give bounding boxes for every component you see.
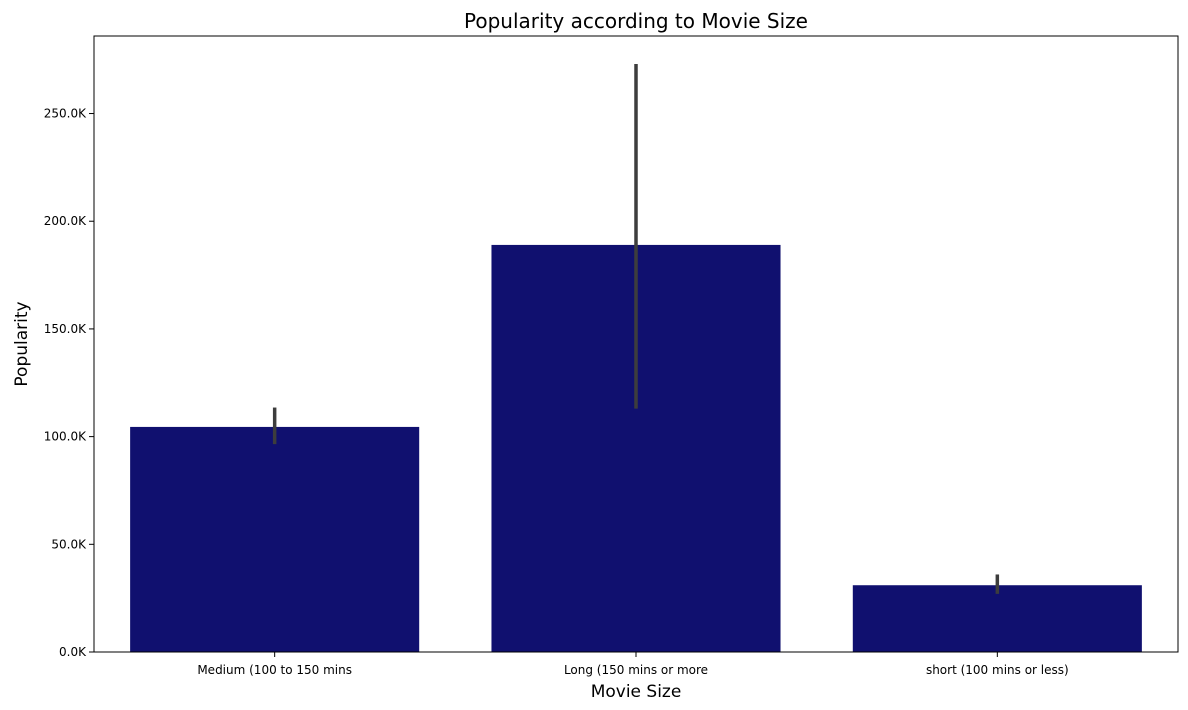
y-tick-label: 200.0K [44,214,87,228]
y-axis: 0.0K 50.0K 100.0K 150.0K 200.0K 250.0K [44,107,94,659]
error-bars-layer [272,64,1000,594]
x-axis: Medium (100 to 150 mins Long (150 mins or… [197,652,1069,677]
y-tick-label: 150.0K [44,322,87,336]
x-tick-label: Medium (100 to 150 mins [197,663,352,677]
x-axis-label: Movie Size [591,682,682,702]
chart-title: Popularity according to Movie Size [464,9,808,33]
y-tick-label: 250.0K [44,107,87,121]
bar [852,585,1142,652]
y-tick-label: 50.0K [51,537,87,551]
y-tick-label: 0.0K [59,645,87,659]
y-axis-label: Popularity [12,301,32,386]
x-tick-label: short (100 mins or less) [926,663,1069,677]
y-tick-label: 100.0K [44,430,87,444]
bar [130,426,420,652]
x-tick-label: Long (150 mins or more [564,663,708,677]
